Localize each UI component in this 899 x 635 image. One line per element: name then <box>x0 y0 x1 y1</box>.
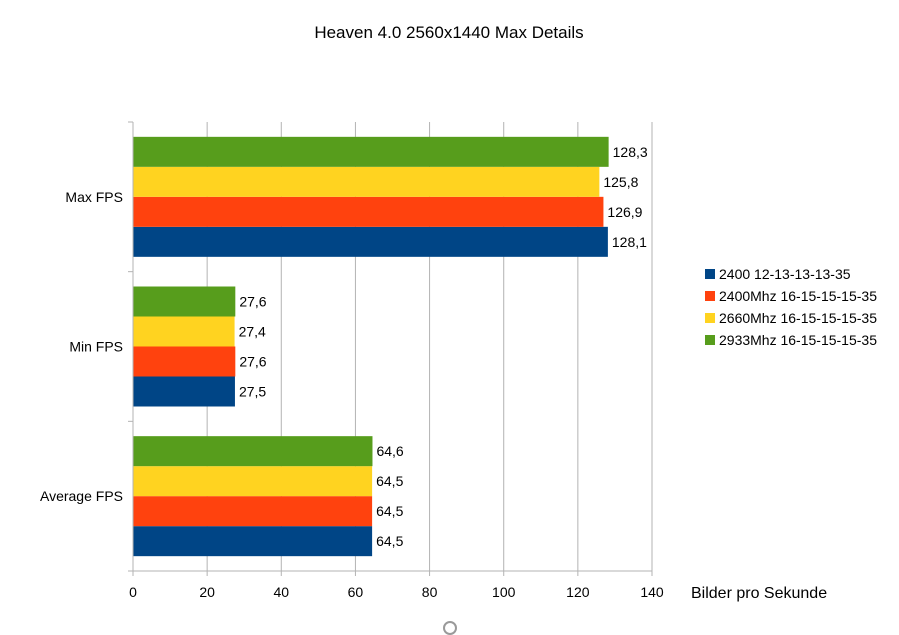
x-tick-label: 60 <box>348 584 364 600</box>
legend-swatch <box>705 335 715 345</box>
bar <box>133 166 600 197</box>
category-label: Min FPS <box>69 339 123 355</box>
legend-label: 2400 12-13-13-13-35 <box>719 266 851 282</box>
data-label: 27,5 <box>239 384 266 400</box>
bar <box>133 496 373 527</box>
data-label: 125,8 <box>603 174 638 190</box>
bar <box>133 226 608 257</box>
data-label: 64,5 <box>376 533 403 549</box>
bar <box>133 346 236 377</box>
bar <box>133 196 604 227</box>
data-label: 126,9 <box>607 204 642 220</box>
category-label: Average FPS <box>40 488 123 504</box>
legend-label: 2660Mhz 16-15-15-15-35 <box>719 310 877 326</box>
category-label: Max FPS <box>65 189 123 205</box>
data-label: 128,3 <box>613 144 648 160</box>
x-tick-label: 40 <box>273 584 289 600</box>
x-tick-label: 80 <box>422 584 438 600</box>
bar <box>133 316 235 347</box>
legend-swatch <box>705 313 715 323</box>
data-label: 64,6 <box>376 443 403 459</box>
bar <box>133 526 373 557</box>
data-label: 27,6 <box>239 294 266 310</box>
legend-swatch <box>705 291 715 301</box>
x-tick-label: 140 <box>640 584 664 600</box>
data-label: 64,5 <box>376 473 403 489</box>
bar <box>133 376 235 407</box>
x-tick-label: 100 <box>492 584 516 600</box>
legend-label: 2400Mhz 16-15-15-15-35 <box>719 288 877 304</box>
bar <box>133 436 373 467</box>
legend-label: 2933Mhz 16-15-15-15-35 <box>719 332 877 348</box>
x-axis-label: Bilder pro Sekunde <box>691 585 827 602</box>
x-tick-label: 120 <box>566 584 590 600</box>
data-label: 27,4 <box>239 324 266 340</box>
x-tick-label: 20 <box>199 584 215 600</box>
chart-title: Heaven 4.0 2560x1440 Max Details <box>314 23 583 42</box>
data-labels: 128,1 126,9 125,8 128,3 27,5 27,6 27,4 27,6 64,5… <box>239 144 648 549</box>
x-tick-label: 0 <box>129 584 137 600</box>
data-label: 64,5 <box>376 503 403 519</box>
data-label: 27,6 <box>239 354 266 370</box>
axes: 0 20 40 60 80 100 120 140 Max FPS Min FPS Average … <box>40 121 664 600</box>
partial-circle-icon <box>443 621 457 635</box>
legend-swatch <box>705 269 715 279</box>
bar <box>133 286 236 317</box>
bars <box>133 136 609 557</box>
legend: 2400 12-13-13-13-35 2400Mhz 16-15-15-15-3… <box>705 266 877 348</box>
bar <box>133 466 373 497</box>
bar <box>133 136 609 167</box>
data-label: 128,1 <box>612 234 647 250</box>
